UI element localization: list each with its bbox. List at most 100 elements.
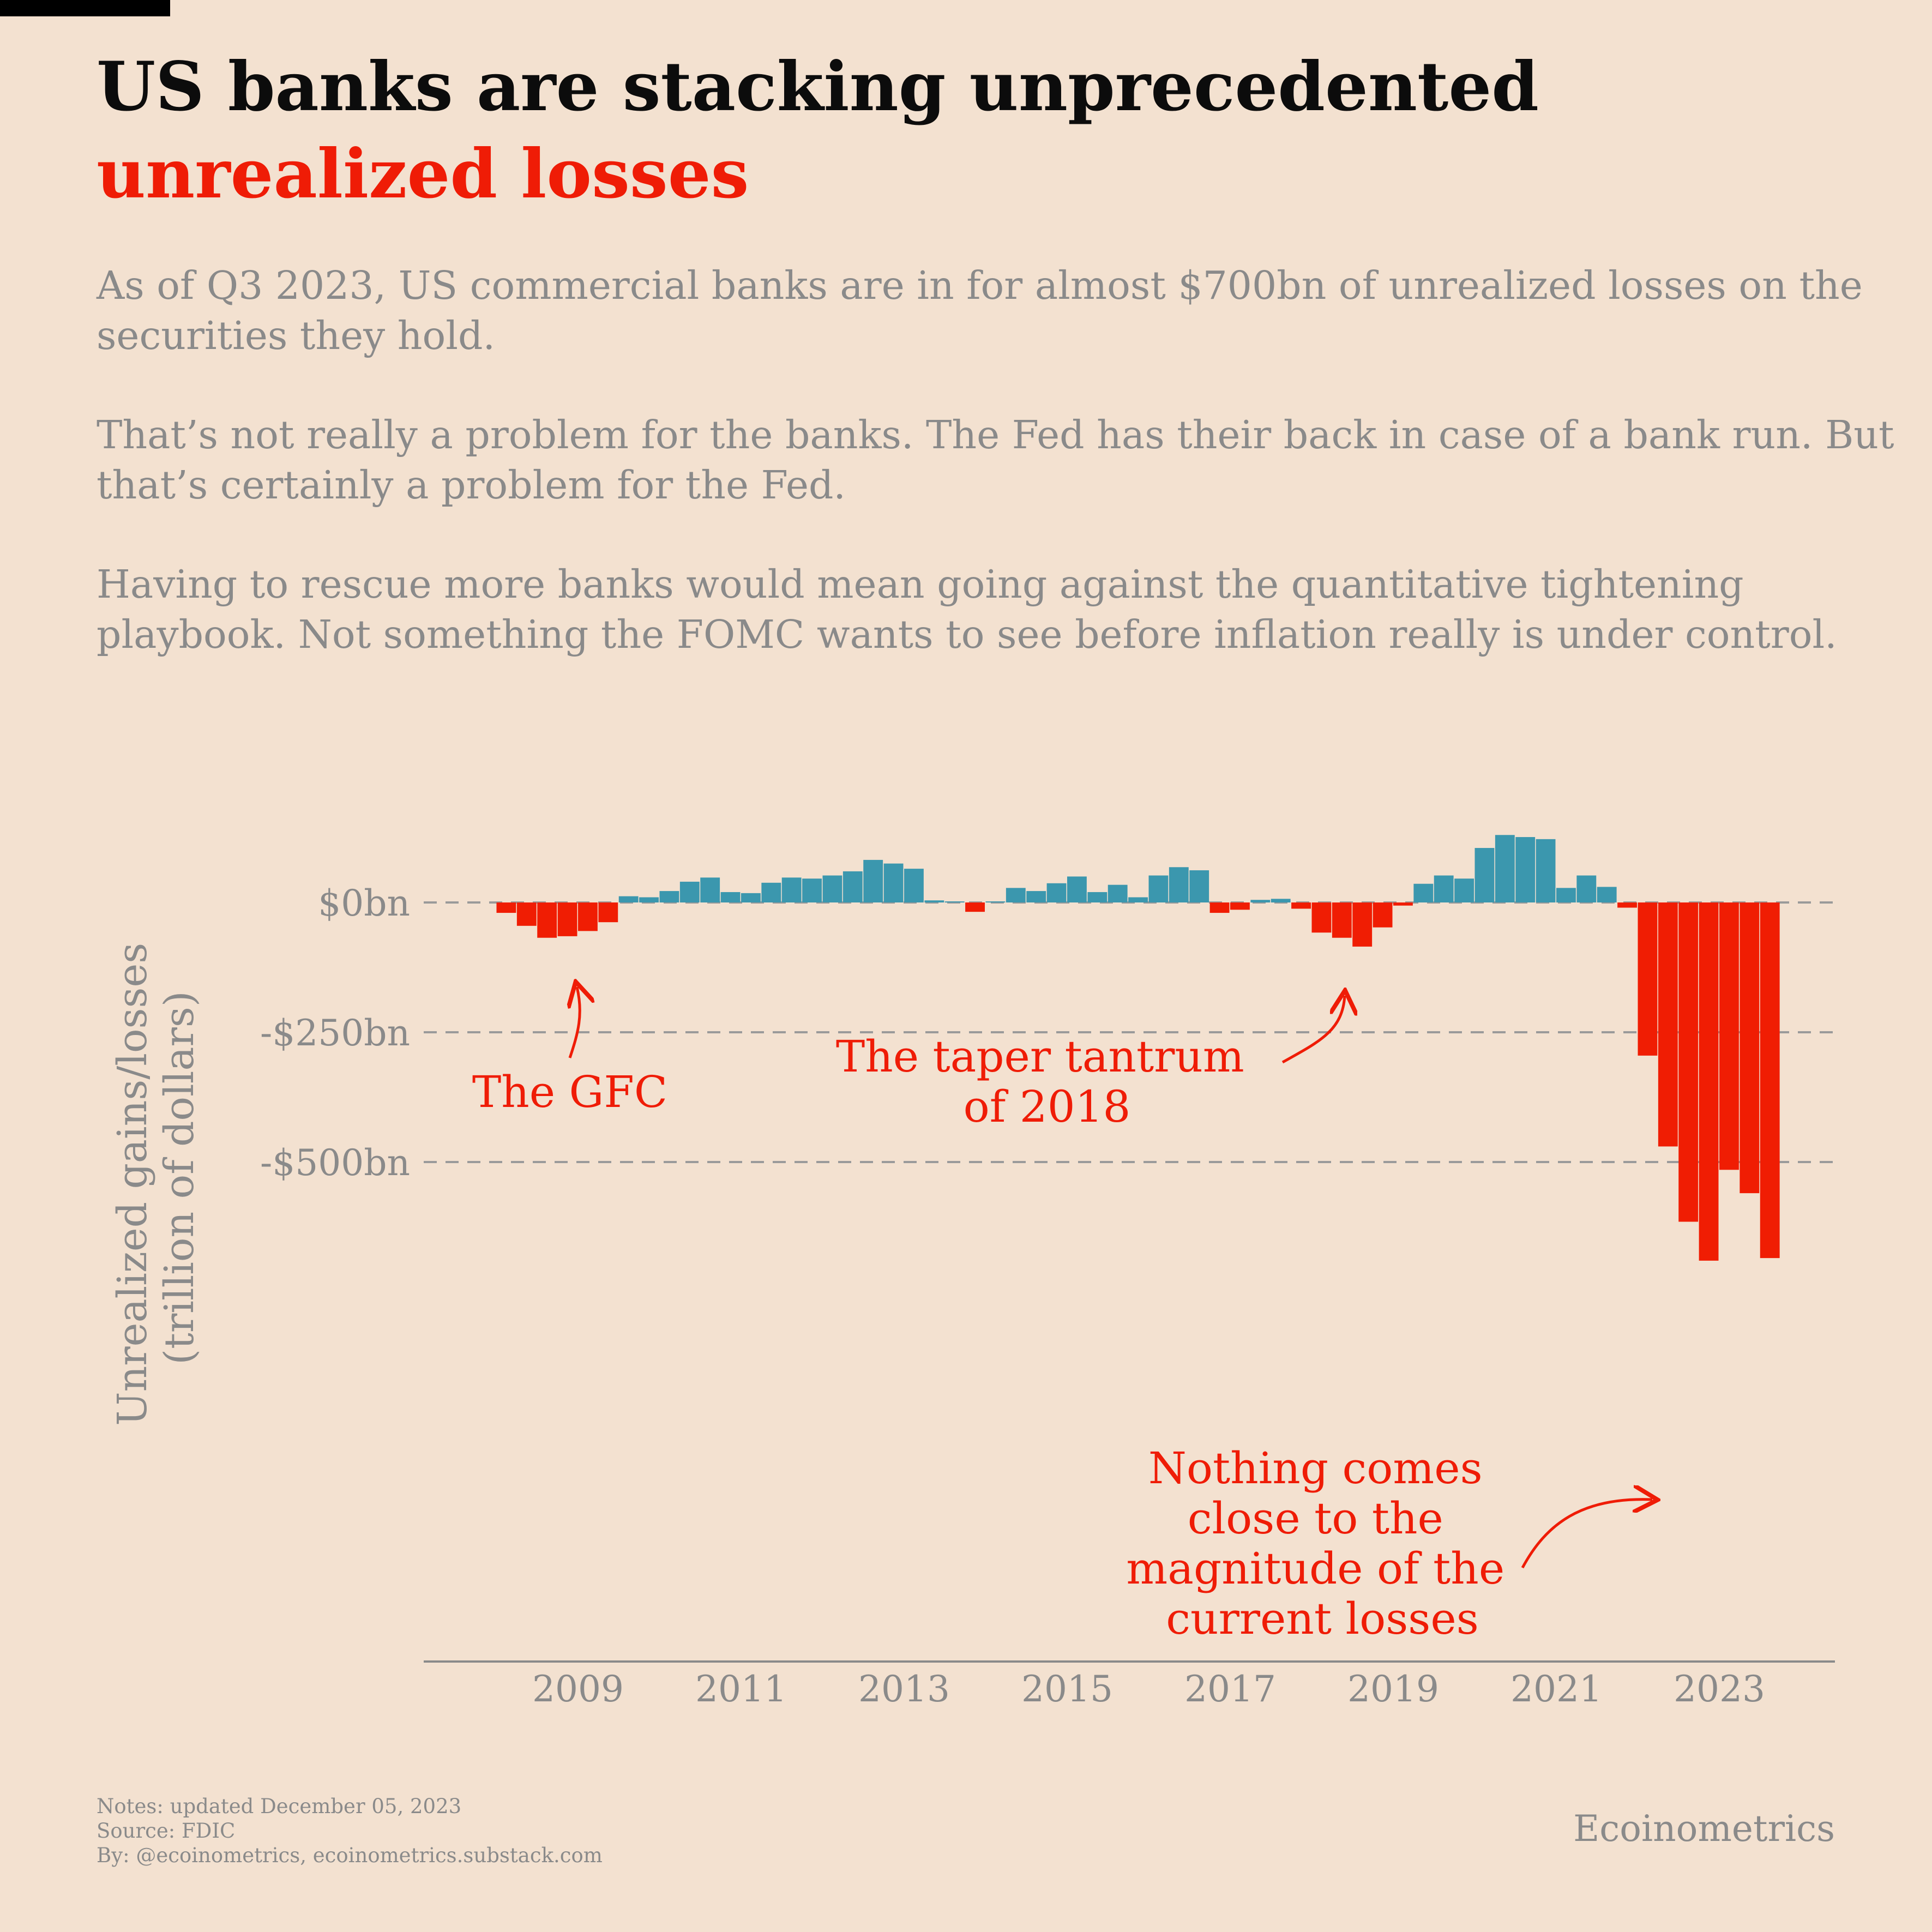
bar: [1536, 839, 1556, 902]
chart-subtitle: As of Q3 2023, US commercial banks are i…: [97, 261, 1918, 709]
bar: [1515, 837, 1536, 902]
bar: [1230, 902, 1250, 910]
chart-title: US banks are stacking unprecedented unre…: [97, 44, 1918, 218]
x-tick-label: 2019: [1347, 1668, 1439, 1710]
bar: [1108, 884, 1128, 902]
bar: [1495, 835, 1515, 902]
annotation-gfc-arrow: [570, 987, 580, 1058]
y-tick-label: -$250bn: [260, 1012, 410, 1054]
bar: [1678, 902, 1699, 1222]
footer-notes: Notes: updated December 05, 2023 Source:…: [97, 1794, 603, 1868]
bar: [557, 902, 577, 936]
bar: [537, 902, 557, 938]
bar: [761, 882, 781, 902]
bar: [1413, 883, 1434, 902]
notes-text: Notes: updated December 05, 2023: [97, 1795, 462, 1818]
bar: [944, 901, 965, 902]
x-tick-label: 2011: [695, 1668, 787, 1710]
y-tick-label: $0bn: [318, 882, 410, 924]
annotation-gfc: The GFC: [472, 1067, 667, 1117]
subtitle-paragraph-1: As of Q3 2023, US commercial banks are i…: [97, 263, 1863, 358]
annotation-gfc-line-1: The GFC: [472, 1067, 667, 1117]
subtitle-paragraph-2: That’s not really a problem for the bank…: [97, 412, 1894, 508]
bar: [1597, 887, 1617, 902]
bar: [578, 902, 598, 931]
byline-text: By: @ecoinometrics, ecoinometrics.substa…: [97, 1844, 603, 1867]
bar: [516, 902, 537, 926]
bar: [1373, 902, 1393, 928]
bar: [1454, 878, 1474, 902]
bar: [720, 892, 741, 902]
annotation-current: Nothing comes close to the magnitude of …: [1126, 1443, 1518, 1644]
bar: [618, 896, 639, 902]
x-tick-label: 2023: [1674, 1668, 1765, 1710]
annotation-current-line-4: current losses: [1166, 1593, 1479, 1644]
bar: [863, 859, 883, 902]
y-axis-label-line-1: Unrealized gains/losses: [109, 943, 156, 1426]
bar: [924, 900, 944, 902]
source-text: Source: FDIC: [97, 1819, 236, 1843]
bar: [1740, 902, 1760, 1194]
x-tick-labels: 2009 2011 2013 2015 2017 2019 2021 2023: [532, 1668, 1765, 1710]
bar: [679, 881, 700, 902]
bar: [1291, 902, 1311, 909]
bar: [1393, 902, 1413, 906]
x-tick-label: 2013: [858, 1668, 950, 1710]
bar: [700, 877, 720, 902]
title-main: US banks are stacking unprecedented: [97, 47, 1539, 127]
bar: [1658, 902, 1678, 1147]
bar: [1434, 875, 1454, 902]
bar: [802, 878, 822, 902]
corner-accent-bar: [0, 0, 170, 16]
x-tick-label: 2009: [532, 1668, 624, 1710]
bar: [598, 902, 618, 923]
bar: [883, 863, 904, 902]
annotation-taper: The taper tantrum of 2018: [836, 1031, 1258, 1132]
bar: [1067, 876, 1087, 902]
bar: [1760, 902, 1780, 1259]
bars: [496, 835, 1780, 1261]
bar: [1271, 899, 1291, 902]
bar: [1026, 891, 1046, 902]
bar: [1148, 875, 1169, 902]
annotation-taper-line-1: The taper tantrum: [836, 1031, 1244, 1082]
bar: [1250, 900, 1271, 902]
bar: [1209, 902, 1230, 913]
bar: [1638, 902, 1658, 1056]
bar: [781, 877, 802, 902]
bar: [1311, 902, 1332, 933]
bar: [659, 891, 679, 902]
bar: [904, 869, 924, 902]
bar: [965, 902, 985, 912]
annotation-current-arrow: [1521, 1500, 1652, 1569]
bar: [1189, 870, 1209, 902]
bar: [1087, 892, 1108, 902]
bar: [1352, 902, 1373, 947]
x-tick-label: 2017: [1184, 1668, 1276, 1710]
bar: [1332, 902, 1352, 938]
y-axis-label: Unrealized gains/losses (trillion of dol…: [109, 930, 203, 1426]
x-tick-label: 2015: [1021, 1668, 1113, 1710]
annotation-taper-arrow: [1281, 996, 1345, 1064]
annotation-taper-line-2: of 2018: [964, 1081, 1131, 1132]
bar: [741, 893, 761, 902]
subtitle-paragraph-3: Having to rescue more banks would mean g…: [97, 562, 1837, 657]
bar: [1719, 902, 1739, 1170]
bar: [842, 871, 863, 902]
bar: [1556, 888, 1576, 902]
y-tick-label: -$500bn: [260, 1142, 410, 1184]
annotation-current-line-1: Nothing comes: [1148, 1443, 1483, 1494]
x-tick-label: 2021: [1510, 1668, 1602, 1710]
bar: [822, 875, 842, 902]
bar: [1699, 902, 1719, 1261]
y-axis-label-line-2: (trillion of dollars): [156, 991, 203, 1364]
bar: [1046, 883, 1067, 902]
y-tick-labels: $0bn -$250bn -$500bn: [260, 882, 410, 1184]
bar: [1617, 902, 1637, 908]
bar: [985, 901, 1006, 902]
bar: [1128, 897, 1148, 902]
bar: [1474, 848, 1495, 902]
annotation-current-line-3: magnitude of the: [1126, 1543, 1504, 1594]
bar: [1169, 867, 1189, 902]
annotation-current-line-2: close to the: [1188, 1493, 1443, 1544]
